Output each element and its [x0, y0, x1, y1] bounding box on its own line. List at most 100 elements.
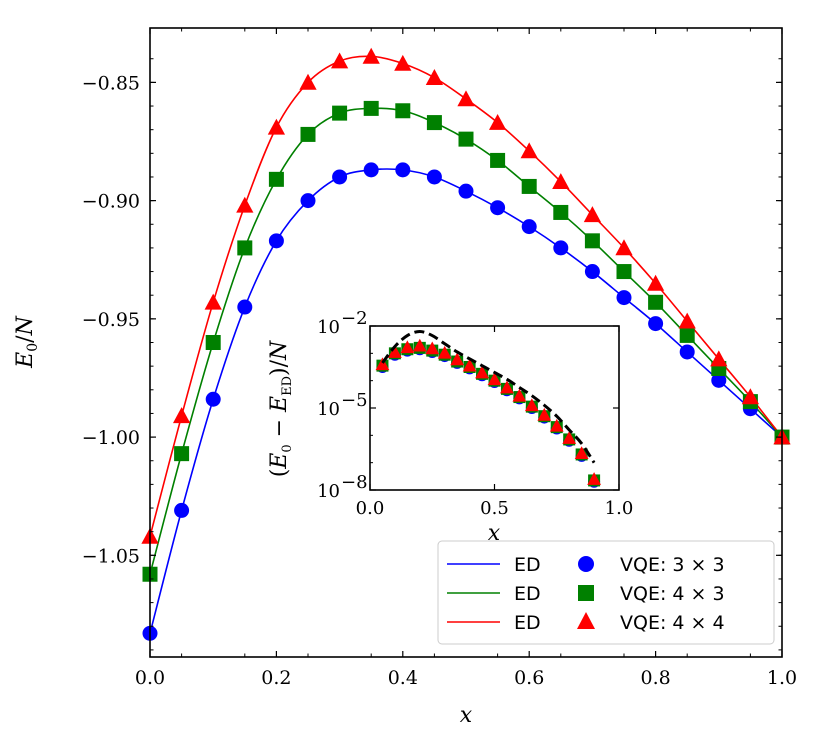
- inset-x-axis-ticks: 0.0 0.5 1.0: [356, 326, 634, 519]
- vqe-point: [616, 290, 632, 306]
- inset-x-tick-label: 0.0: [356, 498, 385, 519]
- vqe-point: [395, 162, 411, 178]
- inset-y-axis-label: (E0 − EED)/N: [267, 340, 295, 477]
- vqe-point: [395, 103, 411, 119]
- vqe-point: [711, 372, 727, 388]
- legend-entry: ED VQE: 4 × 3: [447, 583, 725, 605]
- inset-x-tick-label: 1.0: [605, 498, 634, 519]
- inset-point: [487, 372, 502, 386]
- inset-point: [500, 380, 514, 394]
- y-tick-label: −0.90: [82, 191, 140, 213]
- inset-x-axis-label: x: [488, 521, 501, 546]
- legend-entry: ED VQE: 3 × 3: [447, 554, 725, 576]
- y-tick-label: −1.05: [82, 545, 140, 567]
- vqe-point: [553, 240, 569, 256]
- vqe-point: [363, 162, 379, 178]
- inset-point: [512, 388, 527, 402]
- inset-plot: 0.0 0.5 1.0 10−210−510−8 x (E0 − EED)/N: [267, 308, 633, 546]
- vqe-point: [678, 312, 696, 329]
- vqe-point: [552, 173, 570, 190]
- legend-line-label: ED: [514, 612, 541, 634]
- vqe-point: [299, 73, 317, 90]
- inset-series: [375, 329, 601, 488]
- x-tick-label: 0.2: [261, 667, 291, 689]
- inset-point: [537, 407, 552, 421]
- vqe-point: [584, 233, 600, 249]
- y-tick-label: −0.85: [82, 72, 140, 94]
- inset-point: [524, 398, 539, 412]
- vqe-point: [236, 196, 254, 213]
- vqe-point: [521, 219, 537, 235]
- inset-point: [475, 365, 489, 379]
- main-x-axis-label: x: [460, 703, 473, 728]
- vqe-point: [426, 115, 442, 131]
- x-tick-label: 1.0: [767, 667, 797, 689]
- ed-line-series-2: [149, 55, 783, 537]
- vqe-point: [679, 344, 695, 360]
- vqe-point: [205, 335, 221, 350]
- x-tick-label: 0.4: [388, 667, 418, 689]
- inset-y-tick-exponent: −2: [341, 308, 368, 329]
- x-tick-label: 0.6: [514, 667, 544, 689]
- legend-marker-circle: [578, 556, 594, 572]
- vqe-point: [330, 52, 349, 69]
- inset-point: [462, 358, 477, 372]
- legend: ED VQE: 3 × 3 ED VQE: 4 × 3 ED VQE: 4 × …: [437, 540, 775, 645]
- legend-marker-triangle: [577, 612, 595, 629]
- vqe-point: [488, 113, 507, 130]
- main-y-axis-label: E0/N: [13, 315, 41, 368]
- inset-y-axis-ticks: 10−210−510−8: [317, 308, 619, 502]
- vqe-point: [457, 90, 475, 107]
- inset-point: [574, 446, 589, 459]
- legend-line-label: ED: [514, 554, 541, 576]
- ed-line-series-0: [149, 168, 783, 634]
- vqe-point: [204, 293, 222, 310]
- inset-y-tick-exponent: −8: [341, 472, 368, 493]
- vqe-point: [362, 47, 380, 64]
- vqe-point: [553, 204, 569, 220]
- vqe-point: [583, 206, 602, 223]
- legend-box: [437, 540, 775, 645]
- ed-line-series-1: [149, 107, 783, 575]
- legend-marker-label: VQE: 4 × 4: [620, 612, 725, 634]
- legend-line-label: ED: [514, 583, 541, 605]
- main-series-lines: [149, 55, 783, 634]
- inset-point: [587, 472, 601, 485]
- vqe-point: [332, 105, 348, 121]
- main-series-markers: [141, 47, 791, 641]
- vqe-point: [648, 316, 664, 332]
- inset-point: [400, 340, 415, 354]
- inset-x-tick-label: 0.5: [480, 498, 509, 519]
- vqe-point: [710, 350, 728, 367]
- inset-dashed-bound: [381, 329, 596, 464]
- vqe-point: [425, 69, 444, 85]
- vqe-point: [584, 264, 600, 280]
- vqe-point: [679, 327, 695, 343]
- vqe-point: [172, 407, 191, 424]
- vqe-point: [426, 169, 442, 185]
- vqe-point: [267, 118, 286, 135]
- main-x-axis-ticks: 0.0 0.2 0.4 0.6 0.8 1.0: [135, 28, 797, 689]
- legend-marker-label: VQE: 4 × 3: [620, 583, 725, 605]
- vqe-point: [205, 391, 221, 407]
- inset-point: [549, 418, 564, 432]
- inset-y-tick-label: 10: [317, 399, 340, 420]
- vqe-point: [268, 171, 284, 187]
- main-y-axis-ticks: −0.85 −0.90 −0.95 −1.00 −1.05: [82, 58, 782, 651]
- legend-marker-label: VQE: 3 × 3: [620, 554, 725, 576]
- vqe-point: [648, 294, 664, 310]
- inset-y-tick-exponent: −5: [341, 390, 368, 411]
- x-tick-label: 0.8: [640, 667, 670, 689]
- inset-point: [437, 345, 452, 359]
- vqe-point: [490, 200, 506, 216]
- vqe-point: [174, 446, 190, 462]
- inset-point: [562, 431, 577, 444]
- x-tick-label: 0.0: [135, 667, 165, 689]
- vqe-point: [268, 233, 284, 249]
- vqe-point: [237, 299, 253, 315]
- vqe-point: [394, 54, 412, 71]
- y-tick-label: −0.95: [82, 309, 140, 331]
- inset-point: [375, 357, 390, 371]
- main-plot: 0.0 0.2 0.4 0.6 0.8 1.0 −0.85−0.90−0.95−1.00−…: [13, 27, 797, 728]
